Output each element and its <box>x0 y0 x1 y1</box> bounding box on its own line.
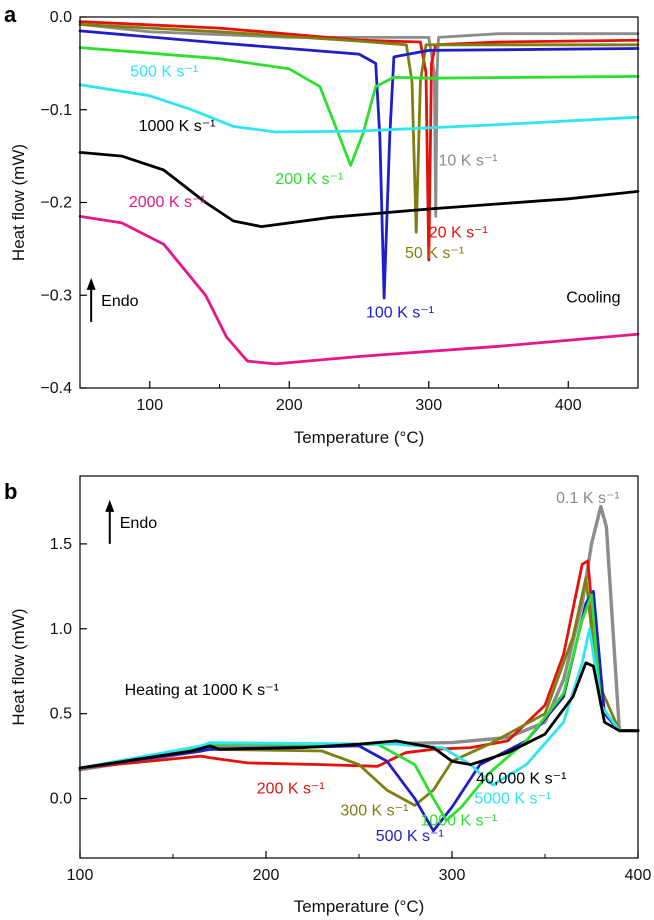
series-line-2000-Ks <box>78 215 640 366</box>
series-line-300-Ks <box>78 576 640 807</box>
x-tick-label: 100 <box>136 397 163 414</box>
series-label: 200 K s⁻¹ <box>275 171 343 188</box>
series-line-100-Ks <box>78 29 640 300</box>
series-label: 40,000 K s⁻¹ <box>476 770 566 787</box>
series-line-500-Ks <box>78 83 640 134</box>
endo-arrow-icon <box>86 277 96 322</box>
series-line-40000-Ks <box>78 661 640 770</box>
endo-arrow-icon <box>105 499 115 544</box>
series-label: 10 K s⁻¹ <box>439 152 498 169</box>
panel-letter: b <box>4 479 17 504</box>
x-tick-label: 300 <box>439 867 466 884</box>
series-line-500-Ks <box>78 590 640 833</box>
endo-label: Endo <box>101 293 138 310</box>
y-tick-label: −0.2 <box>40 195 72 212</box>
series-label: 20 K s⁻¹ <box>429 225 488 242</box>
series-line-0.1-Ks <box>78 504 640 772</box>
x-tick-label: 300 <box>415 397 442 414</box>
x-tick-label: 200 <box>276 397 303 414</box>
y-tick-label: −0.3 <box>40 287 72 304</box>
y-tick-label: 1.0 <box>50 621 72 638</box>
series-line-200-Ks <box>78 46 640 167</box>
series-label: 500 K s⁻¹ <box>130 63 198 80</box>
panel-letter: a <box>4 2 17 27</box>
y-tick-label: 0.0 <box>50 9 72 26</box>
y-tick-label: −0.1 <box>40 102 72 119</box>
series-label: 50 K s⁻¹ <box>405 245 464 262</box>
series-label: 2000 K s⁻¹ <box>129 194 206 211</box>
series-line-10-Ks <box>78 23 640 218</box>
y-tick-label: 1.5 <box>50 536 72 553</box>
y-axis-label: Heat flow (mW) <box>9 608 28 725</box>
endo-label: Endo <box>120 515 157 532</box>
x-tick-label: 100 <box>67 867 94 884</box>
series-label: 300 K s⁻¹ <box>340 803 408 820</box>
series-label: 5000 K s⁻¹ <box>474 791 551 808</box>
plot-frame <box>79 475 639 859</box>
x-tick-label: 200 <box>253 867 280 884</box>
series-line-200-Ks <box>78 559 640 770</box>
y-tick-label: 0.5 <box>50 706 72 723</box>
series-label: 100 K s⁻¹ <box>366 305 434 322</box>
series-label: 500 K s⁻¹ <box>376 828 444 845</box>
cooling-label: Cooling <box>566 290 620 307</box>
x-tick-label: 400 <box>555 397 582 414</box>
heating-label: Heating at 1000 K s⁻¹ <box>125 682 279 699</box>
series-label: 200 K s⁻¹ <box>257 780 325 797</box>
panel-b: b 100 200 300 400 0.0 0.5 1.0 1.5 Temperature (°C… <box>4 475 652 916</box>
x-axis-label: Temperature (°C) <box>294 897 425 916</box>
panel-a: a 100 200 300 400 −0.4 −0.3 −0.2 −0.1 0.0 Temperat… <box>4 2 640 447</box>
series-label: 0.1 K s⁻¹ <box>556 490 620 507</box>
y-tick-label: 0.0 <box>50 791 72 808</box>
x-axis-label: Temperature (°C) <box>294 428 425 447</box>
x-tick-label: 400 <box>625 867 652 884</box>
series-label: 1000 K s⁻¹ <box>420 813 497 830</box>
series-line-50-Ks <box>78 23 640 234</box>
y-tick-label: −0.4 <box>40 380 72 397</box>
y-axis-label: Heat flow (mW) <box>9 144 28 261</box>
series-line-1000-Ks <box>78 151 640 228</box>
series-label: 1000 K s⁻¹ <box>139 118 216 135</box>
